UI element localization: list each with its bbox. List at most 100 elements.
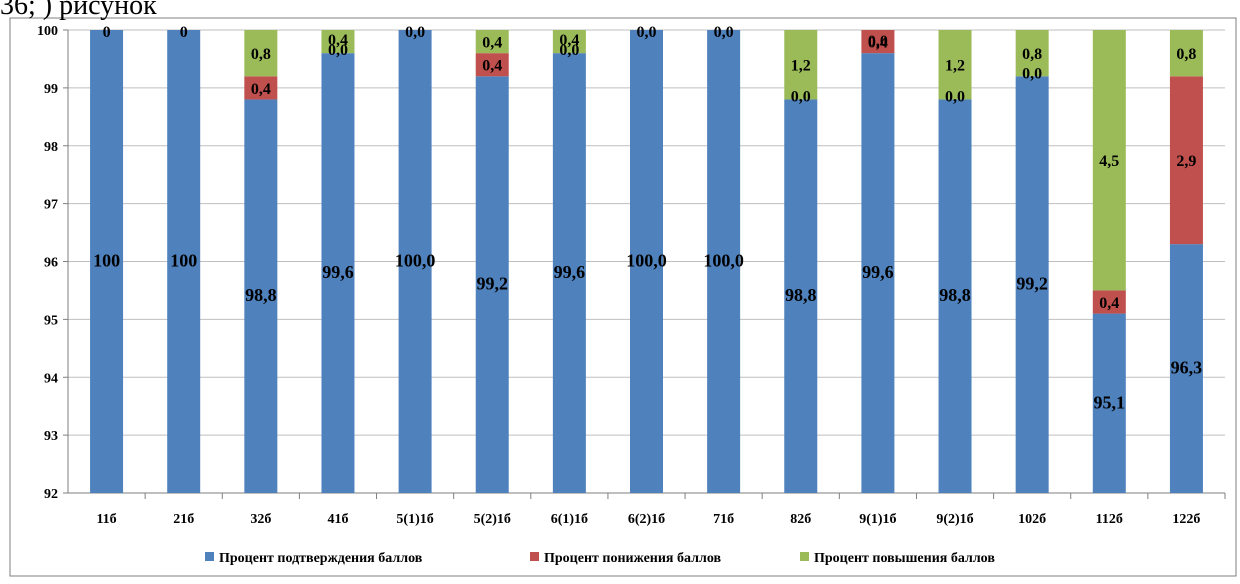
- bar-segment-3: [1169, 30, 1203, 77]
- bar-segment-1: [1092, 313, 1126, 493]
- x-tick-label: 112б: [1096, 512, 1123, 527]
- bar-segment-1: [861, 53, 895, 494]
- data-label-series-2: 2,9: [1176, 153, 1196, 170]
- x-tick-label: 32б: [250, 512, 271, 527]
- data-label-series-2: 0,0: [405, 24, 425, 41]
- data-label-series-2: 0: [180, 24, 188, 41]
- chart-frame: [9, 17, 1237, 577]
- data-label-series-1: 98,8: [939, 285, 971, 305]
- data-label-series-1: 99,2: [1016, 274, 1048, 294]
- bar-segment-1: [321, 53, 355, 494]
- bar-segment-1: [244, 99, 278, 493]
- data-label-series-2: 0,0: [328, 42, 348, 59]
- bar-segment-3: [1015, 30, 1049, 77]
- bar-segment-1: [630, 30, 663, 493]
- data-label-series-2: 0,4: [251, 81, 271, 98]
- data-label-series-2: 0,0: [559, 42, 579, 59]
- data-label-series-3: 1,2: [945, 58, 965, 75]
- data-label-series-2: 0,0: [637, 24, 657, 41]
- data-label-series-1: 100,0: [395, 251, 436, 271]
- data-label-series-1: 95,1: [1094, 392, 1126, 412]
- bar-segment-2: [861, 30, 895, 54]
- bar-segment-3: [244, 30, 278, 77]
- x-tick-label: 9(2)1б: [936, 512, 973, 527]
- data-label-series-1: 100: [170, 251, 197, 271]
- y-tick-label: 97: [44, 198, 58, 213]
- bar-segment-2: [475, 53, 509, 77]
- x-tick-label: 9(1)1б: [859, 512, 896, 527]
- bar-segment-1: [938, 99, 972, 493]
- bar-segment-1: [475, 76, 509, 494]
- x-tick-label: 122б: [1172, 512, 1200, 527]
- legend-swatch-1: [205, 552, 214, 561]
- data-label-series-1: 99,6: [862, 262, 894, 282]
- legend-swatch-3: [800, 552, 809, 561]
- x-tick-label: 5(2)1б: [474, 512, 511, 527]
- bar-segment-1: [90, 30, 124, 493]
- data-label-series-1: 98,8: [785, 285, 817, 305]
- legend-swatch-2: [530, 552, 539, 561]
- data-label-series-3: 0,8: [1176, 46, 1196, 63]
- data-label-series-3: 0,8: [1022, 46, 1042, 63]
- bar-segment-1: [552, 53, 586, 494]
- bar-segment-2: [1092, 290, 1126, 314]
- x-tick-label: 71б: [713, 512, 734, 527]
- data-label-series-2: 0,0: [714, 24, 734, 41]
- data-label-series-2: 0,4: [482, 58, 502, 75]
- x-tick-label: 21б: [173, 512, 194, 527]
- bar-segment-2: [1169, 76, 1203, 245]
- y-tick-label: 96: [44, 256, 58, 271]
- data-label-series-3: 0,4: [559, 32, 579, 49]
- bar-segment-3: [938, 30, 972, 100]
- bar-segment-3: [321, 30, 355, 54]
- data-label-series-3: 0,0: [868, 33, 888, 50]
- y-tick-label: 100: [37, 24, 58, 39]
- data-label-series-2: 0,4: [868, 35, 888, 52]
- data-label-series-1: 96,3: [1171, 358, 1203, 378]
- data-label-series-2: 0,4: [1099, 295, 1119, 312]
- data-label-series-1: 98,8: [245, 285, 277, 305]
- data-label-series-2: 0,0: [1022, 65, 1042, 82]
- bar-segment-2: [244, 76, 278, 100]
- x-tick-label: 11б: [96, 512, 116, 527]
- x-tick-label: 41б: [327, 512, 348, 527]
- top-text-fragment: 36; ) рисунок: [0, 0, 157, 21]
- data-label-series-2: 0,0: [791, 88, 811, 105]
- bar-segment-1: [784, 99, 818, 493]
- x-tick-label: 82б: [790, 512, 811, 527]
- legend-label-2: Процент понижения баллов: [544, 551, 721, 566]
- data-label-series-1: 100: [93, 251, 120, 271]
- bar-segment-3: [475, 30, 509, 54]
- bar-segment-1: [1015, 76, 1049, 494]
- y-tick-label: 93: [44, 429, 58, 444]
- y-tick-label: 99: [44, 82, 58, 97]
- bar-segment-1: [167, 30, 201, 493]
- y-tick-label: 98: [44, 140, 58, 155]
- bar-segment-3: [784, 30, 818, 100]
- bar-segment-3: [1092, 30, 1126, 291]
- data-label-series-1: 99,6: [554, 262, 586, 282]
- data-label-series-3: 1,2: [791, 58, 811, 75]
- data-label-series-1: 99,2: [476, 274, 508, 294]
- y-tick-label: 95: [44, 313, 58, 328]
- data-label-series-1: 100,0: [703, 251, 744, 271]
- data-label-series-3: 0,4: [328, 32, 348, 49]
- data-label-series-1: 100,0: [626, 251, 667, 271]
- bar-segment-3: [552, 30, 586, 54]
- data-label-series-3: 0,8: [251, 46, 271, 63]
- bar-segment-1: [398, 30, 432, 493]
- x-tick-label: 102б: [1018, 512, 1046, 527]
- y-tick-label: 92: [44, 487, 58, 502]
- data-label-series-2: 0: [103, 24, 111, 41]
- bar-segment-1: [707, 30, 741, 493]
- legend-label-1: Процент подтверждения баллов: [219, 551, 423, 566]
- data-label-series-3: 4,5: [1099, 153, 1119, 170]
- x-tick-label: 6(1)1б: [551, 512, 588, 527]
- data-label-series-3: 0,4: [482, 35, 502, 52]
- data-label-series-2: 0,0: [945, 88, 965, 105]
- data-label-series-1: 99,6: [322, 262, 354, 282]
- x-tick-label: 5(1)1б: [396, 512, 433, 527]
- y-tick-label: 94: [44, 371, 58, 386]
